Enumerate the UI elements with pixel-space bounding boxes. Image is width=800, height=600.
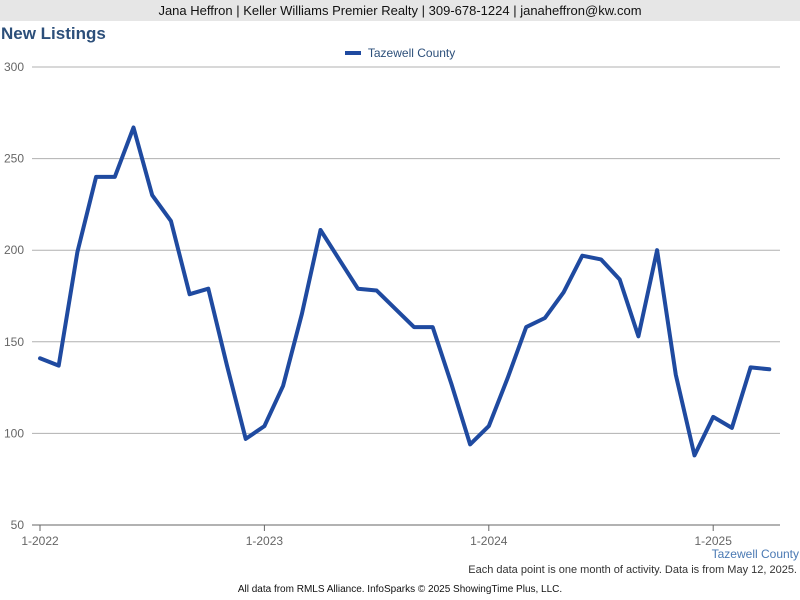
legend-label: Tazewell County <box>367 46 456 60</box>
chart-title: New Listings <box>1 24 106 43</box>
agent-contact-header: Jana Heffron | Keller Williams Premier R… <box>0 0 800 21</box>
y-tick-label: 50 <box>11 518 25 532</box>
series-line-tazewell-county <box>38 125 772 458</box>
data-footnote: Each data point is one month of activity… <box>468 564 797 576</box>
data-source-footer: All data from RMLS Alliance. InfoSparks … <box>237 584 563 595</box>
y-tick-label: 200 <box>4 243 24 257</box>
line-chart[interactable]: 50 100 150 200 250 300 1-2022 1-2023 1-2024 1-202… <box>0 0 800 560</box>
y-tick-label: 300 <box>4 60 24 74</box>
x-tick-label: 1-2022 <box>21 534 59 548</box>
y-tick-label: 250 <box>4 152 24 166</box>
y-tick-label: 150 <box>4 335 24 349</box>
x-tick-label: 1-2025 <box>695 534 733 548</box>
legend-swatch <box>344 50 361 55</box>
y-tick-label: 100 <box>4 426 24 440</box>
x-tick-label: 1-2024 <box>470 534 508 548</box>
series-label: Tazewell County <box>711 547 799 561</box>
x-tick-label: 1-2023 <box>246 534 284 548</box>
agent-contact-text: Jana Heffron | Keller Williams Premier R… <box>158 3 642 18</box>
chart-legend[interactable]: Tazewell County <box>0 46 800 60</box>
